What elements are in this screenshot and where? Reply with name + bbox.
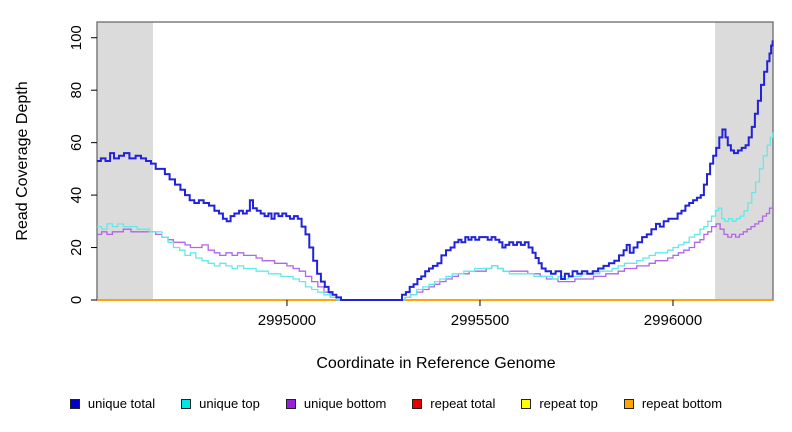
y-tick-label: 40 bbox=[68, 187, 85, 204]
legend-swatch-icon bbox=[285, 398, 296, 409]
legend-swatch-icon bbox=[181, 398, 192, 409]
y-tick-label: 60 bbox=[68, 134, 85, 151]
series-line-unique-top bbox=[97, 132, 774, 301]
legend-label: repeat total bbox=[430, 396, 496, 411]
legend-swatch-icon bbox=[521, 398, 532, 409]
legend-label: unique total bbox=[87, 396, 156, 411]
legend-swatch-icon bbox=[623, 398, 634, 409]
x-tick-label: 2995500 bbox=[451, 312, 509, 329]
legend-swatch-icon bbox=[69, 398, 80, 409]
legend: unique total unique top unique bottom repea… bbox=[0, 396, 792, 411]
x-tick-label: 2995000 bbox=[258, 312, 316, 329]
series-line-unique-total bbox=[97, 40, 774, 301]
legend-label: repeat top bbox=[539, 396, 598, 411]
series-line-unique-bottom bbox=[97, 205, 774, 301]
legend-label: repeat bottom bbox=[641, 396, 723, 411]
legend-label: unique top bbox=[199, 396, 260, 411]
legend-item-repeat-total: repeat total bbox=[412, 396, 495, 411]
y-tick-label: 80 bbox=[68, 82, 85, 99]
legend-item-repeat-top: repeat top bbox=[521, 396, 598, 411]
legend-item-repeat-bottom: repeat bottom bbox=[623, 396, 723, 411]
y-axis-title: Read Coverage Depth bbox=[14, 81, 31, 240]
y-tick-label: 0 bbox=[68, 296, 85, 304]
legend-item-unique-bottom: unique bottom bbox=[285, 396, 387, 411]
legend-item-unique-top: unique top bbox=[181, 396, 260, 411]
x-axis-title: Coordinate in Reference Genome bbox=[316, 355, 555, 372]
y-tick-label: 20 bbox=[68, 239, 85, 256]
x-tick-label: 2996000 bbox=[644, 312, 702, 329]
legend-label: unique bottom bbox=[303, 396, 387, 411]
axis-ticks-group: 2995000 2995500 2996000 0 20 40 60 80 100 bbox=[68, 25, 702, 329]
shaded-region bbox=[715, 22, 773, 300]
legend-swatch-icon bbox=[412, 398, 423, 409]
data-series-group bbox=[97, 40, 774, 301]
legend-item-unique-total: unique total bbox=[69, 396, 156, 411]
y-tick-label: 100 bbox=[68, 25, 85, 50]
